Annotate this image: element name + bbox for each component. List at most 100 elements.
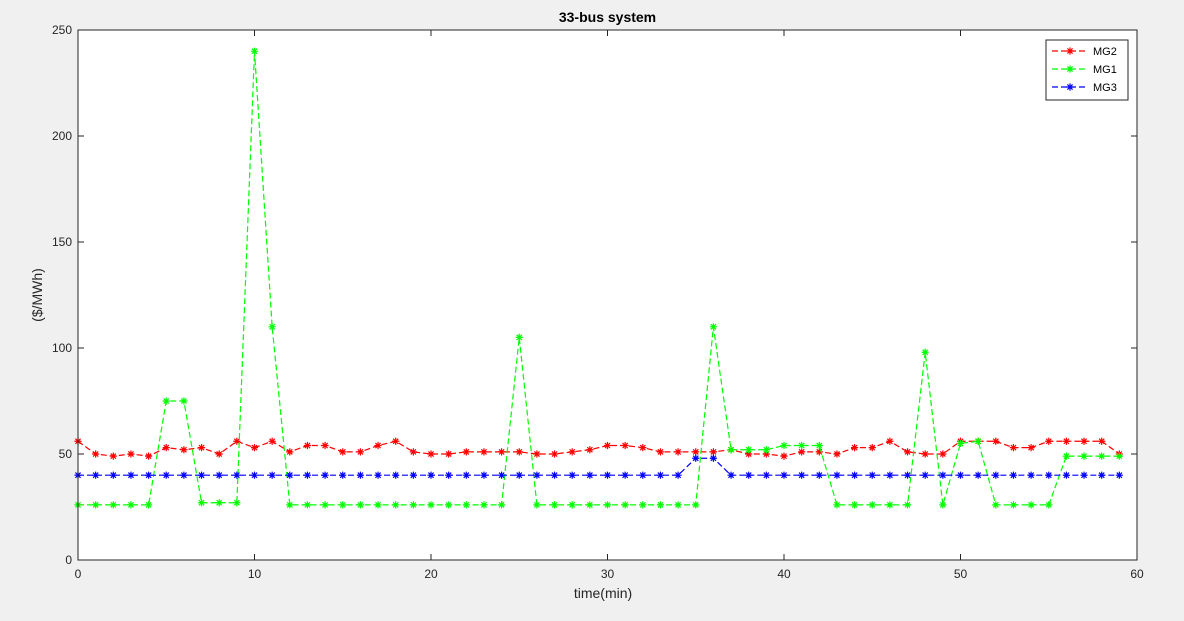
series-layer bbox=[74, 47, 1123, 509]
data-point-mg3 bbox=[392, 471, 400, 479]
data-point-mg1 bbox=[886, 501, 894, 509]
data-point-mg2 bbox=[815, 448, 823, 456]
data-point-mg3 bbox=[462, 471, 470, 479]
data-point-mg3 bbox=[639, 471, 647, 479]
data-point-mg2 bbox=[1080, 437, 1088, 445]
data-point-mg2 bbox=[692, 448, 700, 456]
data-point-mg3 bbox=[1009, 471, 1018, 479]
data-point-mg3 bbox=[109, 471, 117, 479]
legend-box bbox=[1045, 39, 1129, 101]
data-point-mg2 bbox=[621, 441, 629, 450]
data-point-mg1 bbox=[639, 501, 647, 509]
data-point-mg1 bbox=[833, 501, 841, 509]
data-point-mg1 bbox=[515, 333, 523, 341]
data-point-mg3 bbox=[939, 471, 947, 479]
data-point-mg1 bbox=[268, 323, 276, 331]
data-point-mg1 bbox=[162, 397, 170, 405]
data-point-mg2 bbox=[109, 452, 117, 460]
data-point-mg3 bbox=[727, 471, 735, 479]
data-point-mg3 bbox=[374, 471, 382, 479]
data-point-mg1 bbox=[1009, 501, 1018, 509]
legend-label-mg3: MG3 bbox=[1093, 82, 1117, 94]
data-point-mg3 bbox=[550, 471, 559, 479]
data-point-mg2 bbox=[921, 450, 929, 458]
data-point-mg1 bbox=[709, 323, 717, 331]
plot-area bbox=[78, 30, 1137, 560]
data-point-mg2 bbox=[939, 450, 947, 458]
x-tick-label: 60 bbox=[1130, 567, 1144, 581]
data-point-mg1 bbox=[868, 501, 876, 509]
x-tick-label: 10 bbox=[248, 567, 262, 581]
data-point-mg2 bbox=[92, 450, 100, 458]
data-point-mg3 bbox=[409, 471, 417, 479]
data-point-mg3 bbox=[674, 471, 682, 479]
data-point-mg1 bbox=[603, 501, 612, 509]
data-point-mg1 bbox=[374, 501, 382, 509]
data-point-mg3 bbox=[903, 471, 912, 479]
data-point-mg1 bbox=[692, 501, 700, 509]
x-tick-label: 50 bbox=[954, 567, 968, 581]
data-point-mg3 bbox=[321, 471, 329, 479]
data-point-mg2 bbox=[798, 448, 806, 456]
x-tick-label: 40 bbox=[777, 567, 791, 581]
data-point-mg1 bbox=[215, 499, 223, 507]
data-point-mg1 bbox=[1115, 452, 1123, 460]
data-point-mg1 bbox=[127, 501, 135, 509]
data-point-mg3 bbox=[656, 471, 665, 479]
y-tick-label: 100 bbox=[52, 341, 72, 355]
data-point-mg2 bbox=[462, 448, 470, 456]
data-point-mg1 bbox=[92, 501, 100, 509]
data-point-mg3 bbox=[868, 471, 876, 479]
data-point-mg3 bbox=[1098, 471, 1106, 479]
data-point-mg1 bbox=[392, 501, 400, 509]
data-point-mg3 bbox=[215, 471, 223, 479]
data-point-mg3 bbox=[974, 471, 982, 479]
data-point-mg2 bbox=[533, 450, 541, 458]
data-point-mg1 bbox=[956, 439, 965, 447]
data-point-mg3 bbox=[515, 471, 523, 479]
data-point-mg1 bbox=[109, 501, 117, 509]
chart-title: 33-bus system bbox=[559, 9, 656, 25]
data-point-mg2 bbox=[215, 450, 223, 458]
data-point-mg3 bbox=[621, 471, 629, 479]
data-point-mg3 bbox=[851, 471, 859, 479]
data-point-mg2 bbox=[780, 452, 788, 460]
data-point-mg1 bbox=[498, 501, 506, 509]
data-point-mg3 bbox=[197, 471, 206, 479]
data-point-mg2 bbox=[603, 441, 612, 450]
data-point-mg3 bbox=[339, 471, 347, 479]
data-point-mg1 bbox=[533, 501, 541, 509]
data-point-mg1 bbox=[674, 501, 682, 509]
data-point-mg2 bbox=[286, 448, 294, 456]
data-point-mg2 bbox=[233, 437, 241, 445]
data-point-mg3 bbox=[956, 471, 965, 479]
data-point-mg2 bbox=[162, 444, 170, 452]
data-point-mg1 bbox=[992, 501, 1000, 509]
data-point-mg1 bbox=[921, 348, 929, 356]
data-point-mg3 bbox=[798, 471, 806, 479]
data-point-mg1 bbox=[550, 501, 559, 509]
axes-layer: 0 10 20 30 40 50 60 0 50 100 150 200 250 bbox=[52, 23, 1144, 581]
data-point-mg3 bbox=[1115, 471, 1123, 479]
data-point-mg2 bbox=[374, 441, 382, 450]
data-point-mg2 bbox=[268, 437, 276, 445]
data-point-mg2 bbox=[1027, 444, 1035, 452]
data-point-mg1 bbox=[1045, 501, 1053, 509]
data-point-mg3 bbox=[180, 471, 188, 479]
data-point-mg3 bbox=[268, 471, 276, 479]
series-mg3 bbox=[74, 454, 1123, 479]
data-point-mg3 bbox=[533, 471, 541, 479]
data-point-mg2 bbox=[992, 437, 1000, 445]
x-tick-label: 0 bbox=[75, 567, 82, 581]
y-tick-label: 250 bbox=[52, 23, 72, 37]
data-point-mg1 bbox=[974, 437, 982, 445]
data-point-mg1 bbox=[180, 397, 188, 405]
data-point-mg2 bbox=[868, 444, 876, 452]
data-point-mg1 bbox=[1062, 452, 1070, 460]
data-point-mg2 bbox=[197, 444, 206, 452]
y-tick-label: 150 bbox=[52, 235, 72, 249]
data-point-mg3 bbox=[445, 471, 453, 479]
data-point-mg3 bbox=[745, 471, 753, 479]
x-tick-label: 30 bbox=[601, 567, 615, 581]
data-point-mg2 bbox=[568, 448, 576, 456]
